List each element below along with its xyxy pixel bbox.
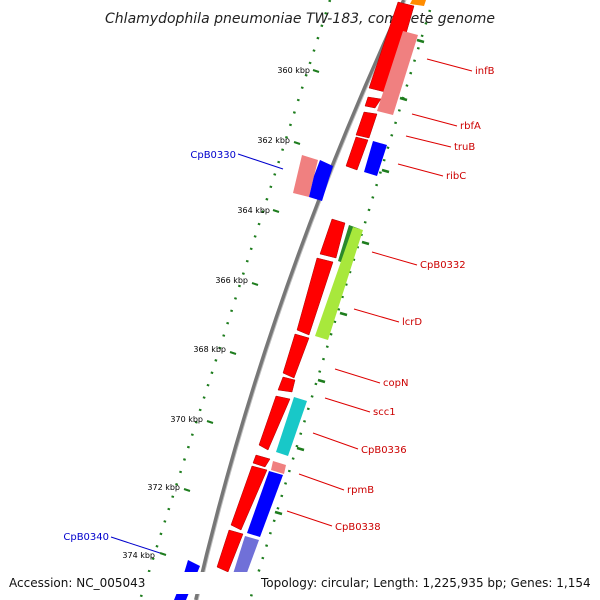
tick-label: 370 kbp [170, 415, 203, 424]
footer-background [0, 572, 600, 594]
outer-dotted-track [138, 0, 332, 600]
gene-label-CpB0340[interactable]: CpB0340 [63, 532, 109, 543]
tick-label: 360 kbp [277, 66, 310, 75]
cds-copN[interactable] [282, 333, 310, 379]
tick-mark [272, 209, 280, 213]
gene-label-scc1[interactable]: scc1 [373, 407, 396, 418]
gene-label-lcrD[interactable]: lcrD [402, 317, 422, 328]
cds-scc1[interactable] [277, 376, 296, 393]
tick-label: 368 kbp [193, 345, 226, 354]
reverse-label-leaders [110, 153, 284, 554]
cog-CpB0336-bar [276, 397, 307, 456]
cog-orange-bar [410, 0, 426, 6]
tick-mark [251, 282, 259, 286]
tick-label: 374 kbp [122, 551, 155, 560]
cog-next-bar [233, 536, 259, 578]
forward-cds-track [216, 1, 415, 573]
gene-label-copN[interactable]: copN [383, 378, 408, 389]
tick-mark [293, 141, 301, 145]
gene-labels: infB rbfA truB ribC CpB0332 lcrD copN sc… [63, 66, 494, 543]
tick-mark [229, 351, 237, 355]
genome-backbone [194, 0, 406, 600]
label-leaders [286, 58, 473, 527]
cds-truB[interactable] [355, 111, 378, 139]
topology-text: Topology: circular; Length: 1,225,935 bp… [260, 576, 591, 590]
tick-mark [206, 420, 214, 424]
cog-CpB0338-bar [247, 471, 283, 537]
cog-rpmB-bar [271, 461, 286, 474]
gene-label-infB[interactable]: infB [475, 66, 495, 77]
cds-lcrD[interactable] [296, 257, 334, 336]
tick-label: 366 kbp [215, 276, 248, 285]
map-title: Chlamydophila pneumoniae TW-183, complet… [105, 11, 495, 27]
cog-ribC-bar [364, 141, 387, 176]
scale-ticks: 360 kbp 362 kbp 364 kbp 366 kbp 368 kbp … [122, 66, 320, 560]
tick-mark [312, 69, 320, 73]
tick-mark [183, 488, 191, 492]
cds-CpB0330[interactable] [309, 160, 333, 201]
cds-rbfA[interactable] [364, 96, 382, 109]
cog-lcrD-bar [315, 227, 363, 340]
gene-label-rpmB[interactable]: rpmB [347, 485, 374, 496]
gene-label-truB[interactable]: truB [454, 142, 475, 153]
gene-label-CpB0332[interactable]: CpB0332 [420, 260, 466, 271]
gene-label-rbfA[interactable]: rbfA [460, 121, 481, 132]
tick-label: 372 kbp [147, 483, 180, 492]
cds-rpmB[interactable] [252, 454, 271, 468]
cog-track [233, 0, 426, 578]
tick-label: 362 kbp [257, 136, 290, 145]
cog-infB-bar [377, 31, 418, 115]
tick-mark [159, 552, 167, 556]
cds-CpB0336[interactable] [258, 395, 291, 451]
gene-label-CpB0336[interactable]: CpB0336 [361, 445, 407, 456]
gene-label-ribC[interactable]: ribC [446, 171, 466, 182]
cds-CpB0338[interactable] [230, 465, 268, 531]
cds-CpB0330-light[interactable] [293, 155, 318, 197]
accession-text: Accession: NC_005043 [9, 576, 145, 590]
genome-backbone-highlight [197, 0, 407, 600]
gene-label-CpB0330[interactable]: CpB0330 [190, 150, 236, 161]
gene-label-CpB0338[interactable]: CpB0338 [335, 522, 381, 533]
cds-ribC[interactable] [345, 136, 369, 171]
cds-CpB0332[interactable] [319, 218, 346, 259]
tick-label: 364 kbp [237, 206, 270, 215]
